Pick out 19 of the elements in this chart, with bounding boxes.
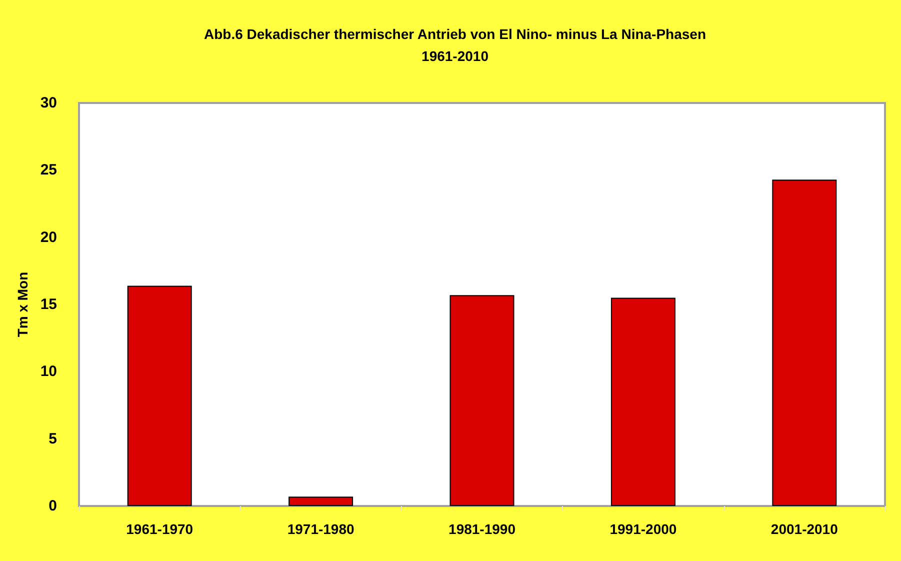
y-tick-label: 0: [48, 498, 57, 514]
y-tick-label: 15: [40, 296, 57, 313]
x-tick-label: 1991-2000: [610, 521, 677, 537]
bar: [772, 180, 837, 506]
bar: [610, 298, 676, 506]
x-tick-label: 1981-1990: [448, 521, 516, 537]
bar: [127, 286, 192, 506]
y-tick-label: 20: [40, 228, 57, 246]
y-tick-label: 25: [40, 162, 57, 179]
x-tick-label: 2001-2010: [770, 521, 838, 537]
y-tick-label: 5: [48, 430, 57, 448]
chart-title: Abb.6 Dekadischer thermischer Antrieb von El Nino- minus La Nina-Phasen 1961-2010: [204, 26, 706, 64]
bar: [288, 496, 354, 506]
x-tick-label: 1971-1980: [287, 521, 354, 537]
y-axis-title: Tm x Mon: [14, 272, 30, 338]
y-tick-label: 30: [40, 94, 57, 112]
bar: [450, 295, 514, 506]
y-tick-label: 10: [40, 363, 57, 380]
x-tick-label: 1961-1970: [126, 521, 194, 537]
